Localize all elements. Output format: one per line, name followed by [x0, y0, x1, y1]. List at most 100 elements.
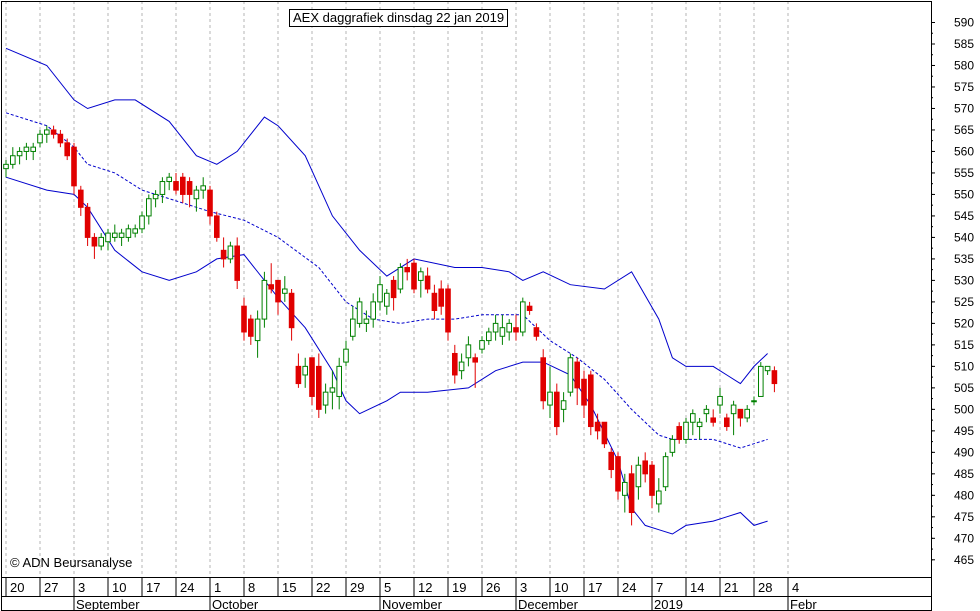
candle-body-down — [316, 365, 322, 410]
candle-body-up — [3, 163, 9, 170]
x-day-tick-label: 10 — [112, 580, 126, 595]
y-tick-label: 470 — [954, 531, 974, 545]
x-day-tick-label: 20 — [10, 580, 24, 595]
candle-body-up — [336, 365, 342, 397]
candle-body-up — [350, 318, 356, 337]
candle-body-up — [696, 421, 703, 428]
candle-body-up — [669, 438, 676, 453]
x-day-tick-label: 26 — [486, 580, 500, 595]
bollinger-upper-line — [5, 47, 768, 385]
candle-body-down — [642, 460, 649, 475]
y-tick-label: 510 — [954, 359, 974, 373]
x-month-tick-label: October — [212, 597, 259, 611]
x-day-tick-label: 21 — [724, 580, 738, 595]
copyright-label: © ADN Beursanalyse — [10, 555, 133, 570]
x-month-tick-label: November — [382, 597, 443, 611]
x-day-tick-label: 17 — [588, 580, 602, 595]
x-day-tick-label: 14 — [690, 580, 704, 595]
candle-body-up — [370, 301, 376, 320]
y-tick-label: 535 — [954, 252, 974, 266]
y-tick-label: 475 — [954, 510, 974, 524]
candle-body-down — [628, 473, 635, 514]
candle-body-up — [635, 464, 642, 488]
candle-body-down — [64, 142, 71, 157]
candle-body-up — [112, 232, 118, 238]
candle-body-up — [683, 421, 689, 440]
candle-body-down — [241, 305, 247, 333]
candle-body-down — [50, 129, 57, 135]
candle-body-down — [268, 284, 274, 290]
x-day-tick-label: 3 — [78, 580, 85, 595]
candle-body-up — [363, 318, 370, 324]
candle-body-up — [656, 490, 662, 505]
candle-body-up — [560, 400, 567, 410]
candle-body-up — [146, 198, 152, 217]
candle-body-up — [302, 365, 308, 376]
y-tick-label: 565 — [954, 123, 974, 137]
x-month-tick-label: Febr — [790, 597, 817, 611]
candle-body-down — [288, 292, 295, 329]
x-day-tick-label: 3 — [520, 580, 527, 595]
candle-body-up — [465, 344, 472, 359]
y-tick-label: 580 — [954, 58, 974, 72]
candle-body-up — [690, 413, 696, 423]
candle-body-up — [384, 292, 390, 307]
candle-body-down — [207, 189, 213, 217]
y-tick-label: 465 — [954, 553, 974, 567]
candle-body-up — [10, 155, 16, 165]
x-day-tick-label: 24 — [622, 580, 636, 595]
y-tick-label: 585 — [954, 37, 974, 51]
candle-body-down — [91, 236, 98, 247]
y-tick-label: 540 — [954, 230, 974, 244]
candle-body-down — [574, 361, 581, 389]
candle-body-up — [200, 185, 206, 191]
candle-body-up — [139, 215, 145, 230]
plot-frame — [1, 1, 932, 578]
y-tick-label: 525 — [954, 295, 974, 309]
candle-body-down — [581, 378, 587, 406]
y-tick-label: 590 — [954, 15, 974, 29]
y-tick-label: 500 — [954, 402, 974, 416]
candle-body-down — [186, 181, 193, 195]
candle-body-up — [356, 301, 363, 324]
candle-body-down — [71, 146, 77, 187]
y-tick-label: 480 — [954, 488, 974, 502]
x-day-tick-label: 15 — [282, 580, 296, 595]
candle-body-down — [588, 374, 594, 428]
candle-body-up — [486, 331, 492, 342]
candle-body-down — [452, 352, 458, 376]
candle-body-down — [615, 456, 621, 492]
candle-body-up — [125, 228, 132, 238]
y-tick-label: 520 — [954, 316, 974, 330]
candle-body-up — [105, 232, 111, 243]
candle-body-up — [44, 129, 50, 135]
candle-body-up — [744, 408, 751, 419]
candle-body-down — [594, 421, 601, 432]
candle-body-down — [676, 426, 683, 440]
candle-body-up — [152, 193, 159, 200]
y-tick-label: 485 — [954, 467, 974, 481]
candle-body-up — [16, 150, 23, 157]
candle-body-up — [479, 340, 485, 350]
candle-body-up — [730, 404, 737, 415]
x-day-tick-label: 27 — [44, 580, 58, 595]
candle-body-up — [98, 236, 105, 247]
candle-body-up — [662, 456, 669, 488]
candle-body-up — [717, 395, 723, 406]
x-month-tick-label: 2019 — [654, 597, 683, 611]
candle-body-down — [533, 327, 540, 337]
candle-body-down — [601, 421, 608, 445]
x-day-tick-label: 8 — [248, 580, 255, 595]
candle-body-up — [764, 365, 771, 372]
candle-body-down — [554, 391, 560, 428]
x-day-tick-label: 24 — [180, 580, 194, 595]
candle-body-down — [275, 279, 281, 303]
bollinger-middle-line — [5, 112, 768, 449]
candle-body-up — [227, 245, 234, 260]
candle-body-up — [30, 146, 36, 152]
candle-body-down — [180, 176, 186, 195]
x-day-tick-label: 7 — [656, 580, 663, 595]
candle-body-up — [506, 322, 512, 333]
x-day-tick-label: 22 — [316, 580, 330, 595]
y-tick-label: 575 — [954, 80, 974, 94]
